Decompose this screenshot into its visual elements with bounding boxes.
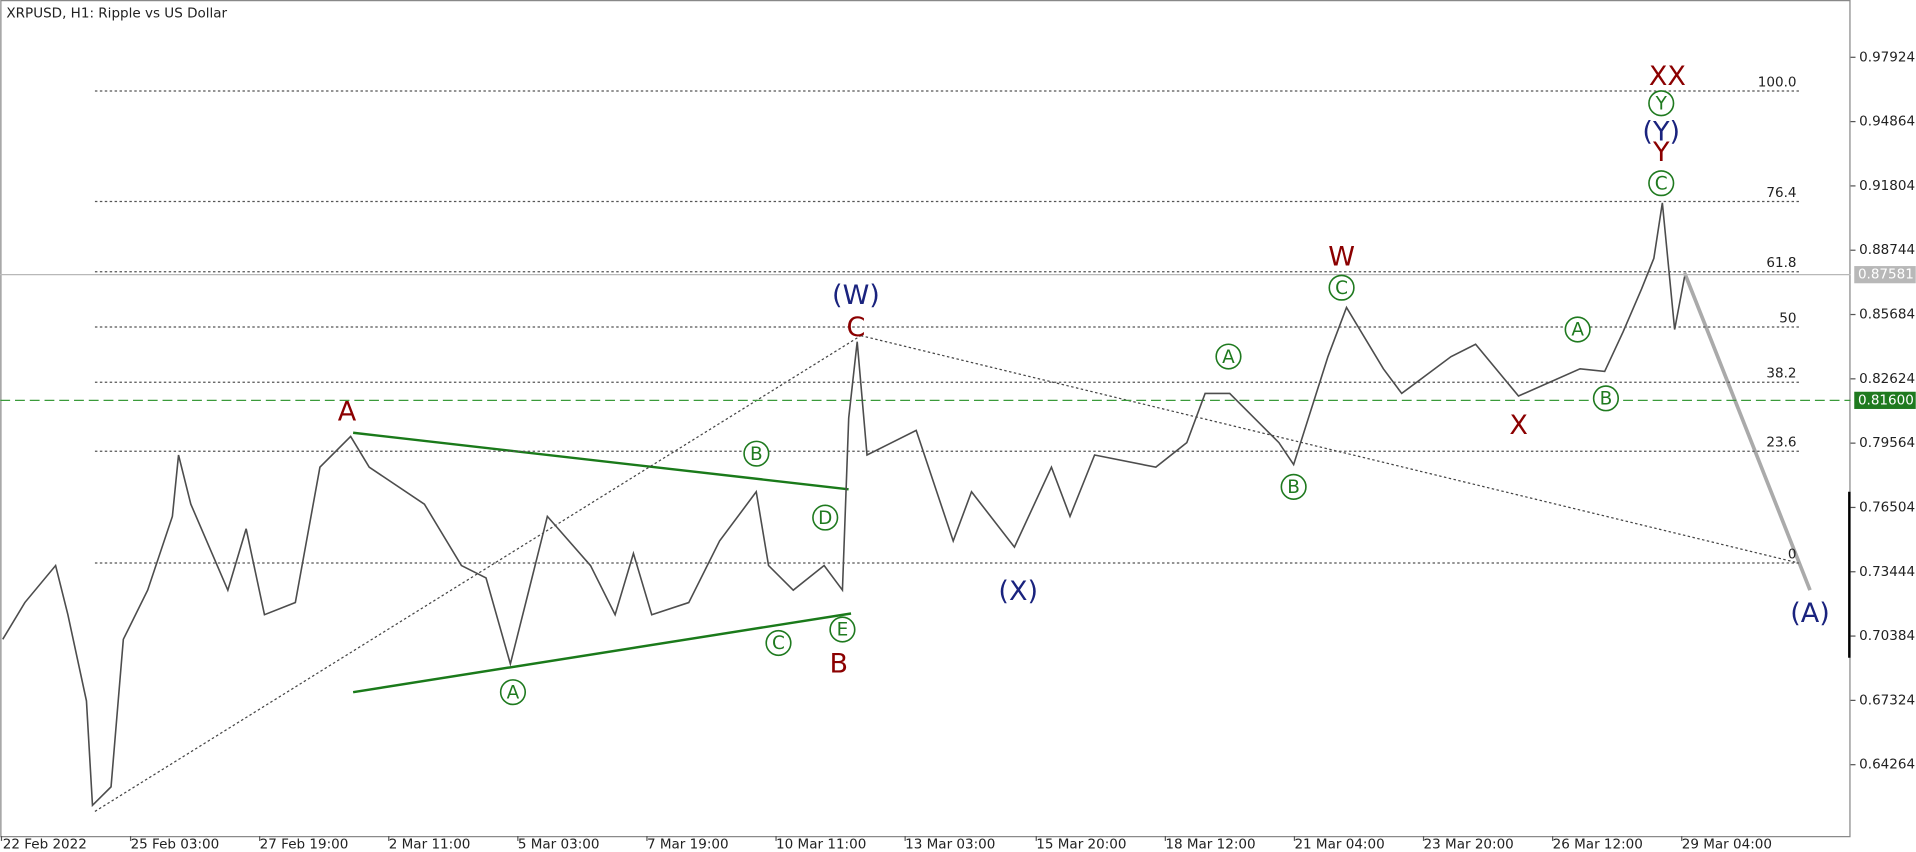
level-label-box bbox=[1854, 391, 1916, 409]
y-tick-label: 0.79564 bbox=[1859, 435, 1915, 451]
wave-label: D bbox=[818, 508, 832, 529]
x-tick-label: 13 Mar 03:00 bbox=[905, 837, 995, 852]
price-label-box bbox=[1854, 266, 1916, 284]
x-tick-label: 5 Mar 03:00 bbox=[518, 837, 600, 852]
trend-line bbox=[352, 431, 849, 491]
wave-label: B bbox=[1287, 477, 1300, 498]
wave-circle bbox=[1280, 473, 1307, 500]
wave-label: B bbox=[829, 649, 848, 680]
wave-circle bbox=[812, 504, 839, 531]
wave-label: C bbox=[847, 312, 866, 343]
y-tick-label: 0.85684 bbox=[1859, 307, 1915, 323]
wave-label: XX bbox=[1649, 61, 1686, 92]
wave-label: B bbox=[1600, 389, 1613, 410]
y-tick-label: 0.76504 bbox=[1859, 499, 1915, 515]
y-tick-label: 0.97924 bbox=[1859, 49, 1915, 65]
fib-label: 76.4 bbox=[1766, 185, 1796, 201]
wave-label: Y bbox=[1652, 137, 1670, 168]
x-tick-label: 2 Mar 11:00 bbox=[389, 837, 471, 852]
wave-label: B bbox=[750, 444, 763, 465]
wave-label: A bbox=[1222, 347, 1235, 368]
wave-label: (W) bbox=[832, 280, 880, 311]
fib-label: 0 bbox=[1788, 546, 1797, 562]
wave-label: Y bbox=[1655, 94, 1668, 115]
fib-label: 38.2 bbox=[1766, 366, 1796, 382]
wave-label: C bbox=[1335, 278, 1348, 299]
wave-label: E bbox=[837, 620, 849, 641]
wave-circle bbox=[1215, 343, 1242, 370]
wave-label: (Y) bbox=[1642, 116, 1680, 147]
fib-label: 23.6 bbox=[1766, 435, 1796, 451]
x-tick-label: 26 Mar 12:00 bbox=[1553, 837, 1643, 852]
y-tick-label: 0.70384 bbox=[1859, 628, 1915, 644]
x-tick-label: 27 Feb 19:00 bbox=[260, 837, 349, 852]
fib-label: 61.8 bbox=[1766, 255, 1796, 271]
wave-label: A bbox=[1571, 320, 1584, 341]
x-tick-label: 10 Mar 11:00 bbox=[776, 837, 866, 852]
x-tick-label: 23 Mar 20:00 bbox=[1424, 837, 1514, 852]
x-tick-label: 22 Feb 2022 bbox=[3, 837, 87, 852]
wave-circle bbox=[1564, 316, 1591, 343]
y-tick-label: 0.94864 bbox=[1859, 114, 1915, 130]
projection-line bbox=[1682, 272, 1812, 591]
chart-title: XRPUSD, H1: Ripple vs US Dollar bbox=[6, 6, 227, 22]
y-tick-label: 0.88744 bbox=[1859, 242, 1915, 258]
wave-label: C bbox=[772, 633, 785, 654]
x-tick-label: 21 Mar 04:00 bbox=[1294, 837, 1384, 852]
wave-label: A bbox=[507, 682, 520, 703]
y-tick-label: 0.73444 bbox=[1859, 564, 1915, 580]
y-tick-label: 0.82624 bbox=[1859, 371, 1915, 387]
y-tick-label: 0.91804 bbox=[1859, 178, 1915, 194]
wave-label: (X) bbox=[998, 576, 1038, 607]
wave-label: (A) bbox=[1790, 598, 1830, 629]
wave-circle bbox=[743, 440, 770, 467]
x-tick-label: 29 Mar 04:00 bbox=[1682, 837, 1772, 852]
wave-circle bbox=[499, 679, 527, 706]
wave-label: A bbox=[338, 397, 357, 428]
x-tick-label: 7 Mar 19:00 bbox=[647, 837, 729, 852]
wave-circle bbox=[1648, 90, 1675, 117]
x-tick-label: 18 Mar 12:00 bbox=[1165, 837, 1255, 852]
plot-border bbox=[0, 0, 1851, 838]
wave-label: C bbox=[1655, 173, 1668, 194]
wave-label: W bbox=[1328, 242, 1355, 273]
wave-circle bbox=[1592, 385, 1620, 412]
wave-circle bbox=[829, 616, 856, 643]
x-tick-label: 25 Feb 03:00 bbox=[131, 837, 220, 852]
level-label: 0.81600 bbox=[1858, 392, 1914, 408]
price-series bbox=[2, 202, 1686, 808]
wave-circle bbox=[1648, 170, 1675, 197]
fib-base-line bbox=[860, 335, 1800, 564]
price-label: 0.87581 bbox=[1858, 267, 1914, 283]
wave-circle bbox=[1328, 274, 1355, 301]
y-tick-label: 0.64264 bbox=[1859, 757, 1915, 773]
x-tick-label: 15 Mar 20:00 bbox=[1036, 837, 1126, 852]
fib-label: 50 bbox=[1779, 310, 1796, 326]
trend-line bbox=[352, 612, 852, 694]
wave-circle bbox=[765, 629, 792, 657]
wave-label: X bbox=[1509, 410, 1528, 441]
y-tick-label: 0.67324 bbox=[1859, 692, 1915, 708]
fib-label: 100.0 bbox=[1758, 74, 1797, 90]
